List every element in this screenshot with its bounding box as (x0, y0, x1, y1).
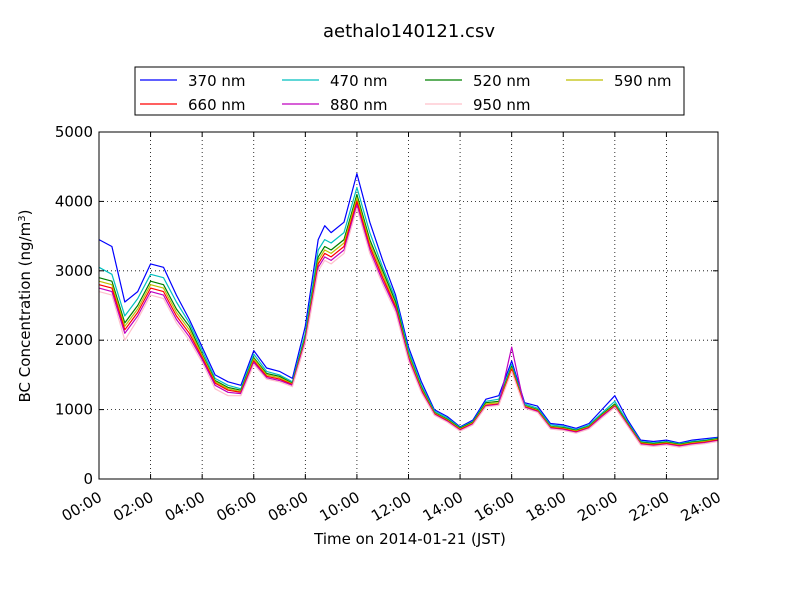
y-tick-label: 4000 (55, 192, 93, 210)
legend-label: 660 nm (188, 96, 246, 114)
chart-title: aethalo140121.csv (323, 21, 495, 42)
legend-label: 590 nm (614, 72, 672, 90)
y-axis-label-superscript: 3 (17, 215, 28, 221)
x-axis-label: Time on 2014-01-21 (JST) (313, 530, 506, 548)
y-tick-label: 5000 (55, 123, 93, 141)
y-axis-label: BC Concentration (ng/m3) (16, 210, 34, 403)
y-axis-label-main: BC Concentration (ng/m (16, 222, 34, 403)
legend-label: 370 nm (188, 72, 246, 90)
series-line-880-nm (98, 204, 718, 447)
series-line-950-nm (98, 207, 718, 448)
plot-area-frame (98, 131, 719, 480)
y-tick-label: 3000 (55, 262, 93, 280)
legend-label: 520 nm (473, 72, 531, 90)
legend-label: 880 nm (330, 96, 388, 114)
y-tick-labels: 0 1000 2000 3000 4000 5000 (55, 123, 93, 488)
y-tick-label: 1000 (55, 401, 93, 419)
series-line-520-nm (98, 193, 718, 445)
legend-label: 470 nm (330, 72, 388, 90)
y-tick-label: 0 (83, 470, 93, 488)
series-line-470-nm (98, 186, 718, 445)
legend-label: 950 nm (473, 96, 531, 114)
y-tick-label: 2000 (55, 331, 93, 349)
series-line-370-nm (98, 173, 718, 444)
y-axis-label-suffix: ) (16, 210, 34, 216)
legend: 370 nm 470 nm 520 nm 590 nm 660 nm 880 nm 950 … (134, 66, 685, 116)
axes (98, 131, 719, 480)
data-series-group (98, 173, 718, 448)
legend-box (134, 66, 685, 116)
